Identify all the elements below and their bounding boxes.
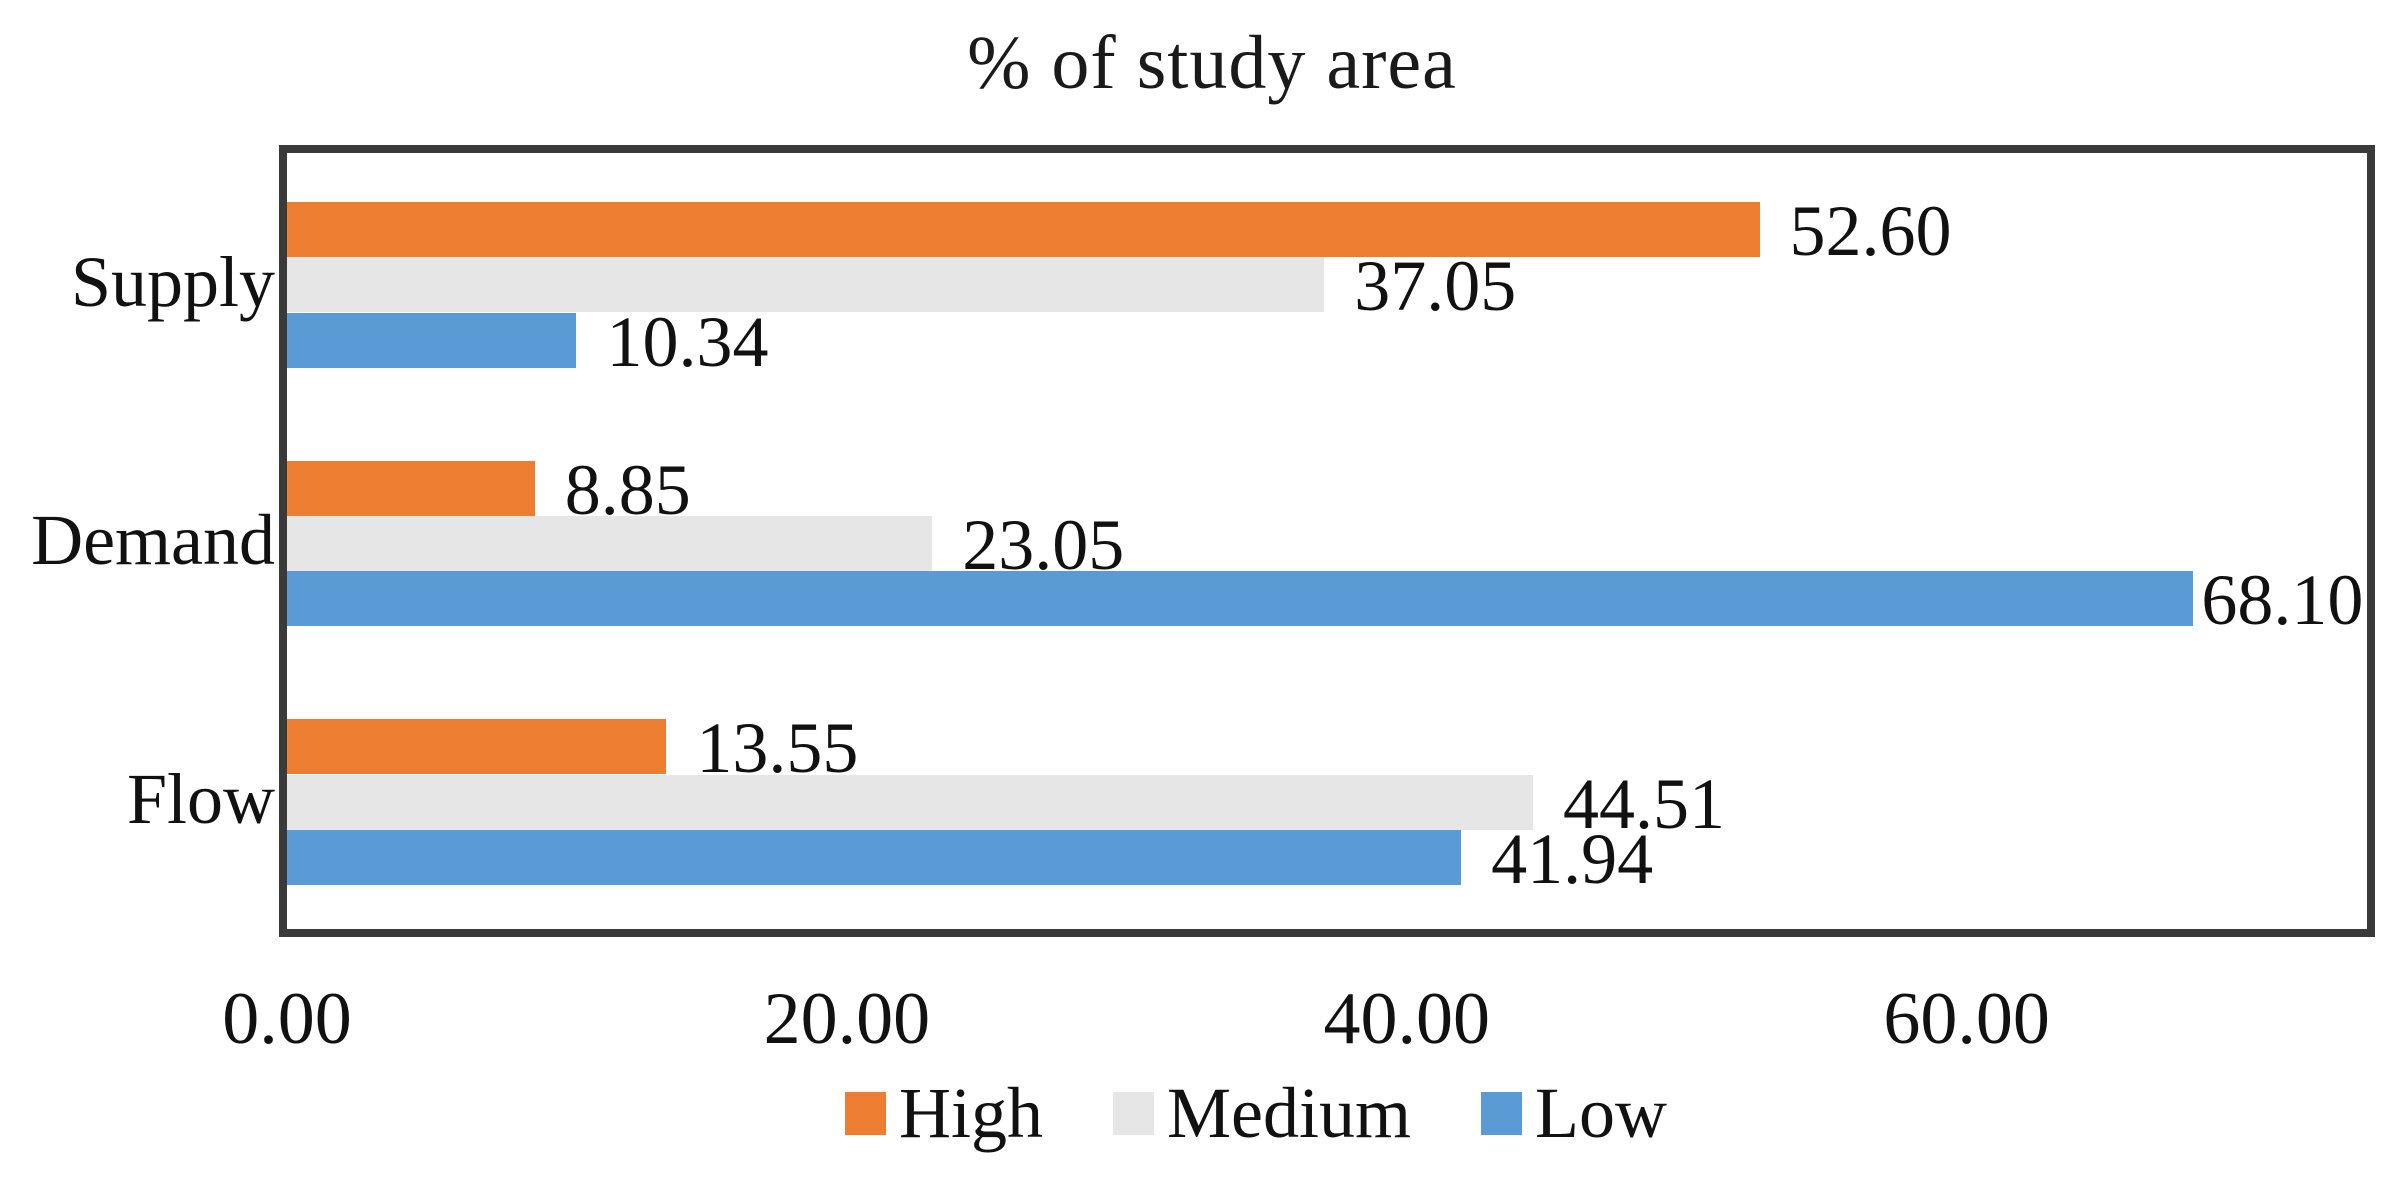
legend-swatch-medium — [1113, 1091, 1154, 1135]
x-tick-60-00: 60.00 — [1883, 978, 2050, 1060]
value-label-low-flow: 41.94 — [1491, 819, 1654, 900]
value-label-medium-demand: 23.05 — [962, 505, 1125, 586]
bar-medium-flow — [287, 774, 1534, 830]
value-label-medium-supply: 37.05 — [1354, 246, 1517, 327]
bar-low-flow — [287, 830, 1462, 886]
legend-label-medium: Medium — [1167, 1073, 1411, 1153]
legend-swatch-low — [1480, 1091, 1522, 1135]
bar-medium-supply — [287, 257, 1325, 313]
legend-item-high: High — [845, 1077, 1043, 1149]
bar-high-flow — [287, 719, 667, 775]
bar-high-supply — [287, 202, 1760, 257]
bar-low-supply — [287, 312, 577, 368]
category-label-supply: Supply — [70, 241, 275, 322]
bar-high-demand — [287, 460, 535, 516]
x-tick-40-00: 40.00 — [1323, 978, 1491, 1060]
legend-item-low: Low — [1480, 1073, 1667, 1153]
category-label-flow: Flow — [126, 759, 275, 840]
value-label-high-flow: 13.55 — [696, 708, 859, 789]
plot-inner-area: 52.60 37.05 10.34 8.85 23.05 68.10 13.55 44.51 4… — [287, 153, 2367, 929]
value-label-high-supply: 52.60 — [1789, 191, 1952, 271]
category-label-demand: Demand — [31, 500, 275, 581]
chart-title: % of study area — [967, 21, 1457, 105]
legend-swatch-high — [845, 1091, 886, 1135]
value-label-high-demand: 8.85 — [564, 449, 691, 530]
bar-medium-demand — [287, 516, 933, 572]
legend: High Medium Low — [845, 1077, 1667, 1149]
value-label-low-demand: 68.10 — [2201, 560, 2364, 641]
x-tick-20-00: 20.00 — [763, 978, 931, 1060]
legend-label-low: Low — [1534, 1073, 1667, 1153]
value-label-low-supply: 10.34 — [606, 301, 769, 382]
x-tick-0-00: 0.00 — [222, 978, 352, 1060]
plot-area: 52.60 37.05 10.34 8.85 23.05 68.10 13.55 44.51 4… — [279, 145, 2375, 937]
value-label-medium-flow: 44.51 — [1563, 763, 1726, 844]
legend-item-medium: Medium — [1113, 1077, 1411, 1149]
legend-label-high: High — [899, 1073, 1043, 1153]
bar-low-demand — [287, 571, 2194, 627]
